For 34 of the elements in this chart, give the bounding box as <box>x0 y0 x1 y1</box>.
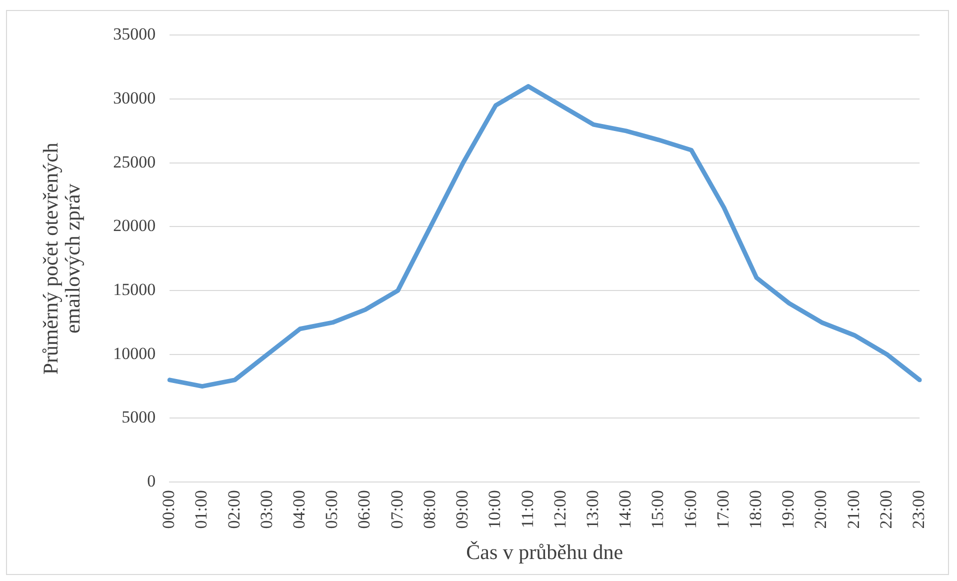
x-tick-label: 14:00 <box>616 490 635 529</box>
x-tick-label: 19:00 <box>778 490 798 529</box>
x-tick-label: 16:00 <box>680 490 700 529</box>
x-tick-label: 07:00 <box>387 490 406 529</box>
x-tick-label: 21:00 <box>844 490 863 529</box>
y-tick-label: 15000 <box>113 280 156 300</box>
y-axis-title: Průměrný počet otevřených emailových zpráv <box>38 142 85 375</box>
x-tick-label: 10:00 <box>485 490 504 529</box>
x-tick-label: 20:00 <box>811 490 830 529</box>
x-tick-label: 04:00 <box>290 490 309 529</box>
y-tick-label: 10000 <box>113 344 156 363</box>
y-tick-label: 35000 <box>113 24 156 44</box>
x-tick-label: 23:00 <box>909 490 928 529</box>
x-tick-label: 13:00 <box>582 490 602 529</box>
x-tick-label: 09:00 <box>452 490 472 529</box>
x-tick-label: 17:00 <box>713 490 732 529</box>
x-tick-label: 08:00 <box>420 490 439 529</box>
y-tick-label: 30000 <box>113 88 156 108</box>
x-tick-label: 05:00 <box>322 490 342 529</box>
y-tick-label: 25000 <box>113 152 156 172</box>
x-tick-label: 06:00 <box>354 490 374 529</box>
x-tick-label: 18:00 <box>746 490 766 529</box>
y-tick-label: 5000 <box>122 408 156 427</box>
x-tick-label: 01:00 <box>192 490 211 529</box>
x-tick-label: 11:00 <box>518 490 537 528</box>
y-tick-label: 20000 <box>113 216 156 236</box>
x-tick-label: 15:00 <box>648 490 668 529</box>
x-tick-label: 02:00 <box>224 490 244 529</box>
x-tick-label: 12:00 <box>550 490 570 529</box>
x-tick-label: 00:00 <box>159 490 178 529</box>
x-axis-title: Čas v průběhu dne <box>466 540 624 564</box>
x-tick-label: 03:00 <box>256 490 276 529</box>
y-tick-label: 0 <box>147 472 156 491</box>
x-tick-label: 22:00 <box>876 490 896 529</box>
